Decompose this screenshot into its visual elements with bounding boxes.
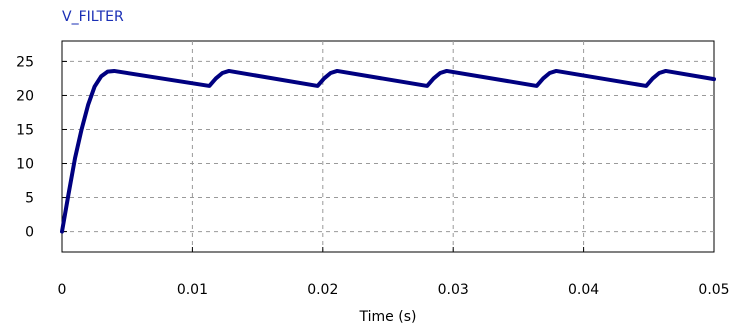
y-tick-label: 15 [16,122,34,138]
y-tick-label: 25 [16,54,34,70]
x-tick-label: 0.03 [438,282,469,298]
x-tick-label: 0.05 [698,282,729,298]
x-tick-label: 0.02 [307,282,338,298]
y-tick-label: 10 [16,157,34,173]
x-tick-label: 0 [58,282,67,298]
series-layer [60,68,716,234]
series-title: V_FILTER [62,9,124,25]
y-tick-label: 0 [25,225,34,241]
ticks [61,60,715,252]
y-tick-label: 20 [16,88,34,104]
x-tick-label: 0.04 [568,282,599,298]
series-line [60,68,716,234]
x-tick-labels: 0 0.01 0.02 0.03 0.04 0.05 [58,282,730,298]
plot-area [61,40,715,253]
y-tick-labels: 0 5 10 15 20 25 [16,54,34,240]
x-tick-label: 0.01 [177,282,208,298]
x-axis-label: Time (s) [359,309,417,325]
y-tick-label: 5 [25,191,34,207]
